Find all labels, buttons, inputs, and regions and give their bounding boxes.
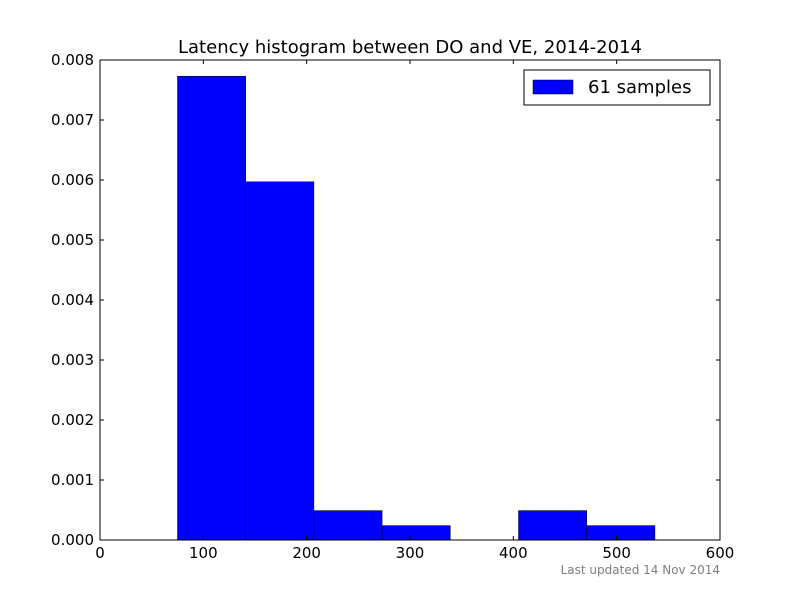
histogram-bar [245,181,315,541]
histogram-bar [518,510,587,541]
x-tick-label: 200 [292,544,321,562]
y-tick-label: 0.006 [51,171,94,189]
y-tick-label: 0.004 [51,291,94,309]
legend-label: 61 samples [588,77,691,98]
legend: 61 samples [523,69,711,106]
histogram-bar [177,75,246,541]
y-tick-label: 0.000 [51,531,94,549]
histogram-bar [586,525,656,541]
x-tick-label: 300 [396,544,425,562]
y-tick-label: 0.003 [51,351,94,369]
legend-swatch [532,79,574,95]
last-updated-note: Last updated 14 Nov 2014 [560,563,720,577]
x-tick-label: 500 [602,544,631,562]
histogram-bar [381,525,451,541]
x-tick-label: 600 [706,544,735,562]
x-tick-label: 400 [499,544,528,562]
y-tick-label: 0.005 [51,231,94,249]
x-tick-label: 100 [189,544,218,562]
y-tick-label: 0.002 [51,411,94,429]
y-tick-label: 0.001 [51,471,94,489]
chart-title: Latency histogram between DO and VE, 201… [178,37,642,58]
y-tick-label: 0.008 [51,51,94,69]
x-tick-label: 0 [95,544,105,562]
histogram-bar [313,510,383,541]
y-tick-label: 0.007 [51,111,94,129]
